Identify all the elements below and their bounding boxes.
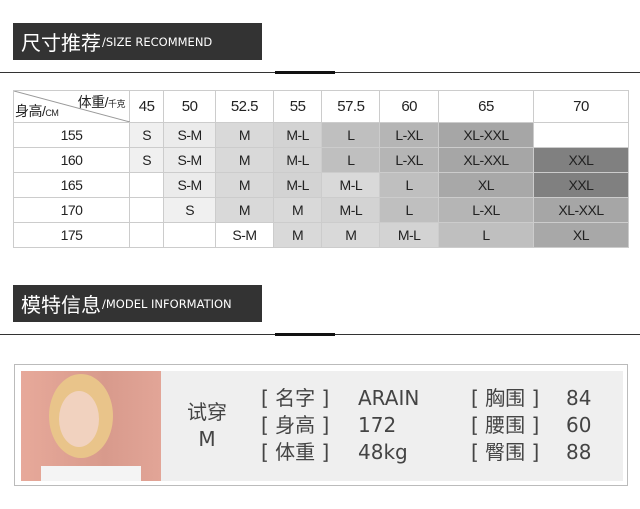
table-corner-header: 体重/千克 身高/CM <box>13 90 130 123</box>
weight-axis-label: 体重/千克 <box>77 94 126 110</box>
size-cell <box>128 222 165 248</box>
height-cell: 175 <box>13 222 130 248</box>
model-attr-value: 172 <box>358 413 397 437</box>
try-size: M <box>198 427 216 451</box>
model-attr-value: 84 <box>566 386 592 410</box>
size-cell: XL-XXL <box>438 122 534 148</box>
size-cell: L <box>438 222 534 248</box>
try-label: 试穿 <box>187 400 227 424</box>
table-row: 175 S-M M M M-L L XL <box>13 222 630 248</box>
size-cell: S <box>163 197 216 223</box>
height-cell: 165 <box>13 172 130 198</box>
model-attr-value: 60 <box>566 413 592 437</box>
size-cell: L <box>379 172 439 198</box>
model-attr-value: 48kg <box>358 440 408 464</box>
size-cell: M <box>214 122 274 148</box>
size-cell: L-XL <box>379 147 439 173</box>
height-cell: 170 <box>13 197 130 223</box>
size-cell: XL <box>532 222 630 248</box>
weight-header: 60 <box>379 90 439 123</box>
weight-header: 52.5 <box>214 90 274 123</box>
size-cell: S-M <box>163 147 216 173</box>
size-cell: XL-XXL <box>438 147 534 173</box>
model-attr-label: [ 臀围 ] <box>471 440 540 464</box>
size-cell: M-L <box>379 222 439 248</box>
height-cell: 160 <box>13 147 130 173</box>
size-cell: M <box>214 197 274 223</box>
weight-header: 70 <box>532 90 630 123</box>
size-cell: XXL <box>532 147 630 173</box>
size-cell <box>163 222 216 248</box>
model-photo <box>21 371 161 481</box>
size-cell: M <box>321 222 381 248</box>
weight-header: 55 <box>272 90 323 123</box>
model-attr-label: [ 名字 ] <box>261 386 330 410</box>
size-cell: L <box>379 197 439 223</box>
size-cell: XL <box>438 172 534 198</box>
model-info-header: 模特信息 /MODEL INFORMATION <box>13 285 262 322</box>
size-cell: L <box>321 122 381 148</box>
size-cell: M <box>272 222 323 248</box>
size-cell: M <box>214 147 274 173</box>
model-attr-value: 88 <box>566 440 592 464</box>
size-cell: M <box>214 172 274 198</box>
size-cell: M-L <box>272 147 323 173</box>
weight-header: 50 <box>163 90 216 123</box>
table-row: 165 S-M M M-L M-L L XL XXL <box>13 172 630 198</box>
section-title-en: /MODEL INFORMATION <box>102 296 232 311</box>
model-attr-label: [ 胸围 ] <box>471 386 540 410</box>
size-cell <box>128 172 165 198</box>
size-cell: S <box>128 147 165 173</box>
table-row: 155 S S-M M M-L L L-XL XL-XXL <box>13 122 630 148</box>
table-row: 160 S S-M M M-L L L-XL XL-XXL XXL <box>13 147 630 173</box>
size-cell: M <box>272 197 323 223</box>
divider <box>0 71 640 74</box>
weight-header: 45 <box>128 90 165 123</box>
size-cell: S <box>128 122 165 148</box>
model-attr-label: [ 腰围 ] <box>471 413 540 437</box>
size-recommend-header: 尺寸推荐 /SIZE RECOMMEND <box>13 23 262 60</box>
weight-header: 65 <box>438 90 534 123</box>
model-info-card: 试穿 M [ 名字 ] [ 身高 ] [ 体重 ] ARAIN 172 48kg [ 胸围… <box>14 364 628 486</box>
model-details: 试穿 M [ 名字 ] [ 身高 ] [ 体重 ] ARAIN 172 48kg [ 胸围… <box>161 371 623 481</box>
size-cell: M-L <box>321 172 381 198</box>
size-cell <box>128 197 165 223</box>
model-attr-label: [ 身高 ] <box>261 413 330 437</box>
height-axis-label: 身高/CM <box>15 103 59 119</box>
size-cell: L <box>321 147 381 173</box>
size-cell: M-L <box>272 122 323 148</box>
model-attr-value: ARAIN <box>358 386 420 410</box>
size-cell: M-L <box>321 197 381 223</box>
section-title-cn: 模特信息 <box>21 293 101 317</box>
table-row: 170 S M M M-L L L-XL XL-XXL <box>13 197 630 223</box>
size-cell: M-L <box>272 172 323 198</box>
divider <box>0 333 640 336</box>
section-title-cn: 尺寸推荐 <box>21 31 101 55</box>
size-cell: XL-XXL <box>532 197 630 223</box>
model-attr-label: [ 体重 ] <box>261 440 330 464</box>
size-table: 体重/千克 身高/CM 45 50 52.5 55 57.5 60 65 70 155 S S-M… <box>13 90 630 248</box>
height-cell: 155 <box>13 122 130 148</box>
size-cell <box>532 122 630 148</box>
size-cell: L-XL <box>438 197 534 223</box>
size-cell: S-M <box>163 172 216 198</box>
size-cell: L-XL <box>379 122 439 148</box>
size-cell: XXL <box>532 172 630 198</box>
section-title-en: /SIZE RECOMMEND <box>102 34 213 49</box>
weight-header: 57.5 <box>321 90 381 123</box>
size-cell: S-M <box>214 222 274 248</box>
size-cell: S-M <box>163 122 216 148</box>
